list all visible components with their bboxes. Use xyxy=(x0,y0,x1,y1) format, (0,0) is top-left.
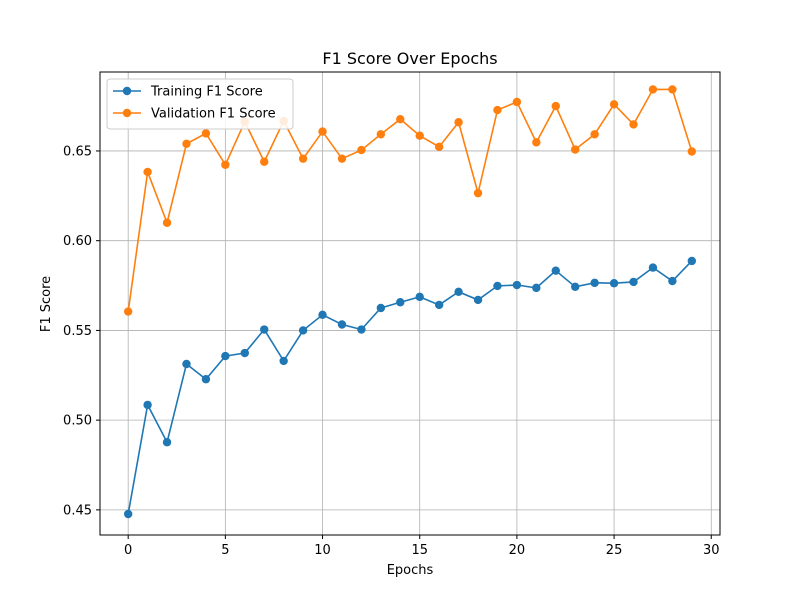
series-line xyxy=(127,260,693,515)
data-point xyxy=(434,142,444,152)
y-tick-label: 0.50 xyxy=(63,414,92,429)
data-point xyxy=(551,101,560,111)
data-point xyxy=(318,310,327,320)
data-point xyxy=(629,277,638,287)
data-point xyxy=(376,303,386,313)
data-point xyxy=(201,129,211,138)
y-tick-label: 0.60 xyxy=(63,234,92,249)
data-point xyxy=(298,326,308,335)
data-point xyxy=(376,130,386,139)
data-point xyxy=(687,256,697,266)
data-point xyxy=(493,105,502,115)
x-tick-label: 25 xyxy=(606,543,623,558)
legend: Training F1 Score Validation F1 Score xyxy=(106,78,294,130)
axes-layer: 0 5 10 15 20 25 30 0.45 0.50 0.55 0.60 0.65 xyxy=(63,71,721,558)
data-point xyxy=(493,281,502,291)
x-axis-label: Epochs xyxy=(387,563,434,578)
legend-marker xyxy=(122,86,132,96)
data-point xyxy=(357,325,366,334)
chart-title: F1 Score Over Epochs xyxy=(322,49,497,68)
data-point xyxy=(279,356,288,366)
data-point xyxy=(532,138,541,147)
data-point xyxy=(123,509,133,519)
data-point xyxy=(201,375,211,384)
data-point xyxy=(590,130,599,139)
data-point xyxy=(434,300,444,310)
data-point xyxy=(357,145,366,155)
data-point xyxy=(571,145,580,154)
data-point xyxy=(143,167,152,177)
x-tick-label: 5 xyxy=(221,543,229,558)
data-point xyxy=(512,280,522,290)
series-line xyxy=(127,88,693,312)
x-tick-label: 20 xyxy=(509,543,526,558)
data-point xyxy=(162,438,172,447)
data-point xyxy=(687,147,697,156)
data-point xyxy=(182,359,191,369)
y-axis-label: F1 Score xyxy=(39,276,54,332)
data-point xyxy=(629,120,638,129)
data-point xyxy=(337,154,347,163)
y-tick-label: 0.55 xyxy=(63,324,92,339)
data-point xyxy=(221,160,230,169)
data-point xyxy=(668,85,677,94)
data-point xyxy=(240,348,249,358)
data-point xyxy=(473,295,483,305)
data-point xyxy=(396,298,405,307)
series-0 xyxy=(123,256,697,519)
data-point xyxy=(415,292,424,302)
data-point xyxy=(532,283,541,293)
data-point xyxy=(182,139,191,148)
data-point xyxy=(318,127,327,136)
y-tick-label: 0.65 xyxy=(63,144,92,159)
x-tick-label: 0 xyxy=(124,543,132,558)
data-point xyxy=(571,282,580,292)
plot-frame xyxy=(99,71,721,536)
data-point xyxy=(512,97,522,107)
data-point xyxy=(143,400,152,410)
data-point xyxy=(123,307,133,316)
legend-marker xyxy=(122,108,132,118)
data-point xyxy=(609,100,619,109)
data-point xyxy=(260,157,269,166)
x-tick-label: 30 xyxy=(703,543,720,558)
legend-entry: Validation F1 Score xyxy=(151,107,276,122)
data-point xyxy=(648,85,658,94)
series-layer xyxy=(123,85,697,519)
data-point xyxy=(260,325,269,334)
data-point xyxy=(221,351,230,361)
data-point xyxy=(590,278,599,288)
legend-box xyxy=(106,78,294,130)
x-tick-label: 15 xyxy=(411,543,428,558)
data-point xyxy=(454,118,463,127)
data-point xyxy=(551,266,560,275)
data-point xyxy=(668,276,677,286)
x-tick-label: 10 xyxy=(314,543,331,558)
data-point xyxy=(609,279,619,288)
data-point xyxy=(454,287,463,297)
data-point xyxy=(337,320,347,329)
data-point xyxy=(648,263,658,272)
y-tick-label: 0.45 xyxy=(63,503,92,518)
grid-layer xyxy=(100,72,720,535)
data-point xyxy=(298,154,308,163)
data-point xyxy=(473,188,483,198)
legend-entry: Training F1 Score xyxy=(150,85,263,100)
data-point xyxy=(162,218,172,227)
data-point xyxy=(396,114,405,124)
data-point xyxy=(415,131,424,140)
